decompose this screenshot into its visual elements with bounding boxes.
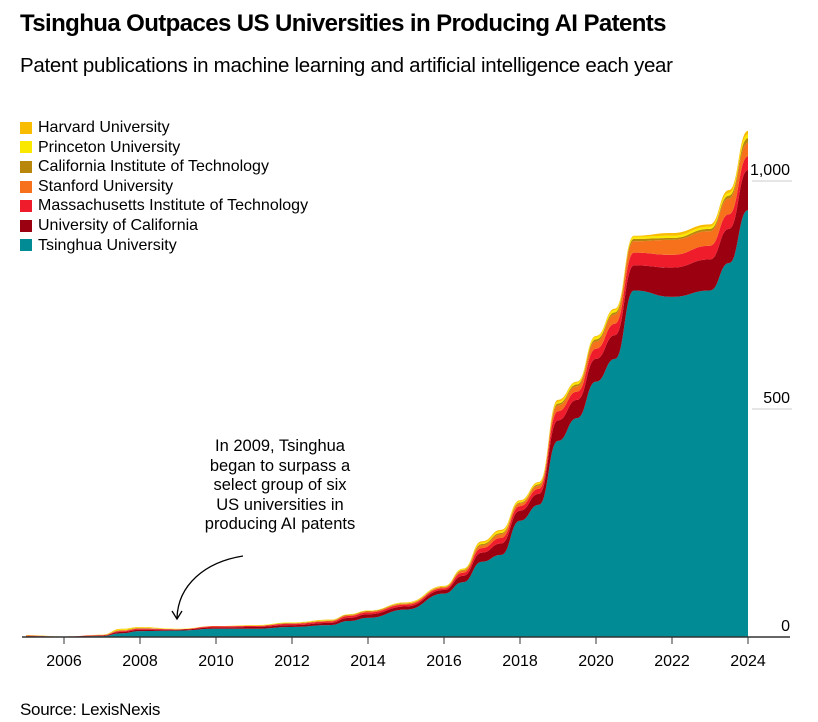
legend-label: Stanford University <box>38 177 174 195</box>
y-gridlines <box>752 180 792 410</box>
x-tick-label: 2010 <box>198 653 234 670</box>
x-tick-label: 2008 <box>122 653 158 670</box>
y-tick-label: 0 <box>781 618 790 635</box>
legend-item-harvard: Harvard University <box>20 118 308 138</box>
x-tick-label: 2018 <box>502 653 538 670</box>
legend-swatch <box>20 141 32 154</box>
annotation-arrowhead <box>171 610 183 621</box>
source-note: Source: LexisNexis <box>20 700 161 719</box>
x-tick-label: 2022 <box>654 653 690 670</box>
x-tick-label: 2020 <box>578 653 614 670</box>
area-tsinghua-university <box>26 210 748 637</box>
legend-swatch <box>20 200 32 213</box>
legend-label: Massachusetts Institute of Technology <box>38 197 309 215</box>
legend-swatch <box>20 239 32 252</box>
chart-title: Tsinghua Outpaces US Universities in Pro… <box>20 10 667 37</box>
y-tick-label: 500 <box>763 390 790 407</box>
y-tick-label: 1,000 <box>750 162 790 179</box>
legend-label: California Institute of Technology <box>38 158 269 176</box>
annotation-arrow <box>176 555 244 619</box>
x-tick-label: 2006 <box>46 653 82 670</box>
legend-swatch <box>20 160 32 173</box>
legend-item-princeton: Princeton University <box>20 138 308 158</box>
legend-item-tsinghua: Tsinghua University <box>20 236 308 256</box>
chart-subtitle: Patent publications in machine learning … <box>20 54 673 77</box>
x-axis: 2006 2008 2010 2012 2014 2016 2018 2020 2022 2024 <box>22 636 790 670</box>
legend-swatch <box>20 219 32 232</box>
legend-label: Tsinghua University <box>38 236 177 254</box>
legend-label: Harvard University <box>38 119 170 136</box>
legend-item-mit: Massachusetts Institute of Technology <box>20 196 308 216</box>
legend-item-caltech: California Institute of Technology <box>20 157 308 177</box>
x-tick-label: 2014 <box>350 653 386 670</box>
area-layers <box>26 130 748 637</box>
legend: Harvard University Princeton University … <box>20 118 308 255</box>
legend-label: Princeton University <box>38 138 181 156</box>
annotation-text: In 2009, Tsinghua began to surpass a sel… <box>204 437 356 533</box>
legend-swatch <box>20 121 32 134</box>
legend-item-uc: University of California <box>20 216 308 236</box>
x-tick-label: 2016 <box>426 653 462 670</box>
legend-label: University of California <box>38 216 199 234</box>
x-tick-label: 2012 <box>274 653 310 670</box>
legend-swatch <box>20 180 32 193</box>
legend-item-stanford: Stanford University <box>20 177 308 197</box>
y-axis-labels: 0 500 1,000 <box>750 162 790 635</box>
x-tick-label: 2024 <box>730 653 766 670</box>
